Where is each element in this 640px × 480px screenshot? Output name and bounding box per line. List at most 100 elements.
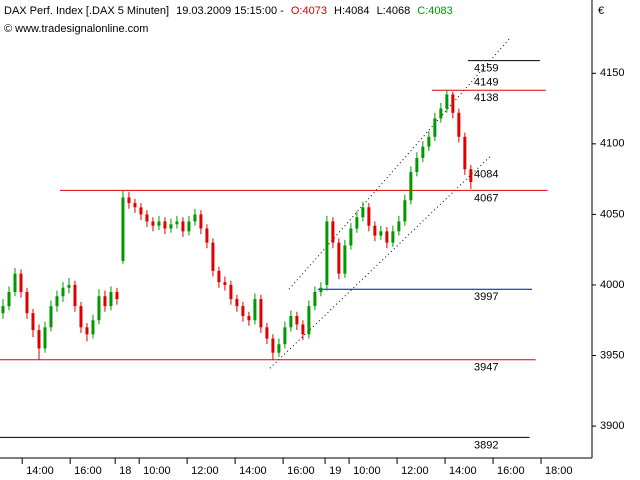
- bar-body: [433, 118, 437, 137]
- bar-body: [121, 197, 125, 261]
- level-label: 4067: [474, 192, 498, 204]
- bar-body: [289, 316, 293, 328]
- bar-body: [85, 327, 89, 335]
- bar-body: [391, 231, 395, 243]
- bar-body: [337, 242, 341, 274]
- y-tick-label: 4050: [600, 208, 624, 220]
- bar-body: [151, 221, 155, 226]
- bar-body: [241, 306, 245, 316]
- y-tick-label: 3950: [600, 349, 624, 361]
- bar-body: [205, 228, 209, 243]
- quote-open: O:4073: [291, 5, 327, 17]
- bar-body: [463, 136, 467, 170]
- bar-body: [295, 316, 299, 325]
- bar-body: [283, 327, 287, 345]
- x-tick-label: 16:00: [287, 465, 315, 477]
- level-label: 3892: [474, 439, 498, 451]
- level-label: 3947: [474, 362, 498, 374]
- x-tick-label: 16:00: [74, 465, 102, 477]
- timestamp: 19.03.2009 15:15:00 -: [176, 5, 284, 17]
- x-tick-label: 14:00: [26, 465, 54, 477]
- bar-body: [181, 221, 185, 232]
- bar-body: [31, 313, 35, 331]
- quote-low: L:4068: [377, 5, 411, 17]
- bar-body: [355, 217, 359, 229]
- bar-body: [439, 108, 443, 119]
- bar-body: [415, 157, 419, 173]
- bar-body: [43, 327, 47, 349]
- x-tick-label: 12:00: [401, 465, 429, 477]
- bar-body: [409, 172, 413, 201]
- bar-body: [139, 207, 143, 215]
- bar-body: [193, 214, 197, 222]
- x-tick-label: 10:00: [353, 465, 381, 477]
- header: DAX Perf. Index [.DAX 5 Minuten] 19.03.2…: [4, 5, 453, 17]
- bar-body: [451, 94, 455, 113]
- bar-body: [367, 207, 371, 226]
- bar-body: [49, 306, 53, 328]
- bar-body: [277, 344, 281, 353]
- channel-line: [269, 156, 491, 369]
- bar-body: [259, 299, 263, 328]
- bar-body: [271, 338, 275, 353]
- level-label: 4084: [474, 168, 498, 180]
- bar-body: [301, 324, 305, 335]
- bar-body: [115, 292, 119, 300]
- bar-body: [265, 327, 269, 339]
- bar-body: [349, 228, 353, 246]
- y-tick-label: 4100: [600, 138, 624, 150]
- bar-body: [211, 242, 215, 271]
- bar-body: [247, 316, 251, 321]
- bar-body: [169, 224, 173, 229]
- level-label: 4149: [474, 77, 498, 89]
- quote-close: C:4083: [417, 5, 452, 17]
- bar-body: [37, 330, 41, 349]
- level-label: 4138: [474, 92, 498, 104]
- bar-body: [229, 284, 233, 300]
- bar-body: [385, 231, 389, 243]
- bar-body: [1, 306, 5, 314]
- currency: €: [598, 5, 604, 17]
- bar-body: [331, 221, 335, 243]
- bar-body: [469, 169, 473, 182]
- bar-body: [127, 197, 131, 204]
- bar-body: [223, 282, 227, 285]
- bar-body: [145, 214, 149, 222]
- quote-high: H:4084: [334, 5, 369, 17]
- bar-body: [199, 214, 203, 229]
- bar-body: [13, 273, 17, 293]
- level-label: 3997: [474, 291, 498, 303]
- bar-body: [187, 221, 191, 232]
- x-tick-label: 10:00: [143, 465, 171, 477]
- bar-body: [7, 292, 11, 307]
- x-tick-label: 12:00: [191, 465, 219, 477]
- bar-body: [25, 292, 29, 314]
- bar-body: [97, 296, 101, 321]
- x-tick-label: 14:00: [239, 465, 267, 477]
- bar-body: [157, 221, 161, 226]
- x-tick-label: 18:00: [545, 465, 573, 477]
- source: © www.tradesignalonline.com: [4, 23, 148, 35]
- bar-body: [235, 299, 239, 307]
- bar-body: [253, 299, 257, 321]
- bar-body: [61, 287, 65, 297]
- bar-body: [163, 221, 167, 229]
- bar-body: [19, 273, 23, 293]
- level-label: 4159: [474, 62, 498, 74]
- x-tick-label: 19: [329, 465, 341, 477]
- x-tick-label: 16:00: [497, 465, 525, 477]
- bar-body: [325, 221, 329, 285]
- bar-body: [133, 203, 137, 208]
- bar-body: [55, 296, 59, 307]
- bar-body: [175, 221, 179, 225]
- bar-body: [109, 292, 113, 307]
- bar-body: [445, 94, 449, 109]
- bar-body: [91, 320, 95, 335]
- bar-body: [457, 112, 461, 137]
- y-tick-label: 3900: [600, 420, 624, 432]
- bar-body: [361, 207, 365, 218]
- bar-body: [379, 231, 383, 236]
- y-tick-label: 4150: [600, 67, 624, 79]
